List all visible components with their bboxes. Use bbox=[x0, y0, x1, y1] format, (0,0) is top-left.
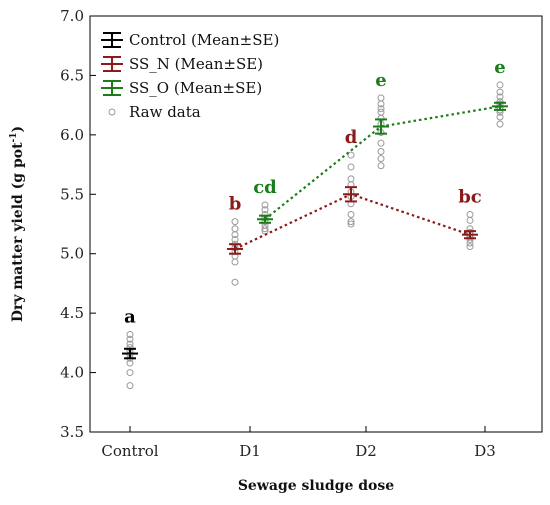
raw-data-point bbox=[377, 139, 385, 147]
raw-data-point bbox=[231, 235, 239, 243]
raw-data-point bbox=[126, 335, 134, 343]
legend: Control (Mean±SE) SS_N (Mean±SE) SS_O (Mea… bbox=[101, 31, 279, 121]
raw-data-point bbox=[261, 206, 269, 214]
raw-data-point bbox=[231, 218, 239, 226]
x-tick-label: D1 bbox=[239, 442, 261, 460]
raw-data-point bbox=[377, 94, 385, 102]
plot-frame bbox=[89, 15, 543, 433]
raw-data-point bbox=[496, 88, 504, 96]
raw-data-point bbox=[347, 218, 355, 226]
y-axis-title: Dry matter yield (g pot-1) bbox=[9, 126, 26, 322]
raw-data-point bbox=[496, 113, 504, 121]
y-tick-label: 5.0 bbox=[60, 245, 84, 263]
raw-data-point bbox=[261, 201, 269, 209]
raw-data-point bbox=[126, 340, 134, 348]
legend-label: Control (Mean±SE) bbox=[129, 31, 279, 49]
legend-label: SS_O (Mean±SE) bbox=[129, 79, 262, 97]
raw-data-point bbox=[377, 155, 385, 163]
x-tick-label: Control bbox=[101, 442, 158, 460]
legend-label: SS_N (Mean±SE) bbox=[129, 55, 263, 73]
y-tick-label: 4.0 bbox=[60, 364, 84, 382]
raw-data-point bbox=[126, 359, 134, 367]
y-tick-label: 6.0 bbox=[60, 126, 84, 144]
y-tick-label: 7.0 bbox=[60, 7, 84, 25]
x-tick-label: D3 bbox=[474, 442, 496, 460]
raw-data-point bbox=[231, 225, 239, 233]
significance-label: bc bbox=[458, 186, 482, 207]
raw-data-point bbox=[126, 331, 134, 339]
y-tick-label: 6.5 bbox=[60, 66, 84, 84]
raw-data-point bbox=[347, 175, 355, 183]
raw-data-point bbox=[347, 220, 355, 228]
y-tick-label: 4.5 bbox=[60, 304, 84, 322]
y-tick-label: 3.5 bbox=[60, 423, 84, 441]
x-tick-label: D2 bbox=[355, 442, 377, 460]
y-axis-title-sup: -1 bbox=[9, 132, 19, 142]
raw-data-point bbox=[126, 382, 134, 390]
raw-data-point bbox=[466, 243, 474, 251]
y-axis-title-main: Dry matter yield (g pot bbox=[10, 142, 26, 322]
legend-label: Raw data bbox=[129, 103, 201, 121]
raw-data-point bbox=[231, 258, 239, 266]
raw-data-point bbox=[126, 369, 134, 377]
raw-data-point bbox=[231, 278, 239, 286]
x-axis-title: Sewage sludge dose bbox=[238, 478, 394, 494]
significance-label: b bbox=[229, 194, 242, 215]
significance-labels-layer: a b d bc cd e e bbox=[124, 57, 506, 328]
significance-label: a bbox=[124, 307, 136, 328]
raw-data-point bbox=[377, 105, 385, 113]
means-layer bbox=[122, 101, 508, 360]
raw-data-point bbox=[466, 216, 474, 224]
raw-data-point bbox=[496, 120, 504, 128]
raw-data-point bbox=[347, 210, 355, 218]
raw-data-point bbox=[377, 162, 385, 170]
raw-data-point bbox=[347, 163, 355, 171]
significance-label: d bbox=[345, 127, 358, 148]
raw-data-layer bbox=[126, 81, 504, 390]
significance-label: e bbox=[494, 57, 505, 78]
raw-data-point bbox=[261, 225, 269, 233]
raw-data-point bbox=[377, 108, 385, 116]
legend-raw-icon bbox=[108, 108, 116, 116]
raw-data-point bbox=[496, 81, 504, 89]
significance-label: cd bbox=[253, 177, 277, 198]
raw-data-point bbox=[466, 210, 474, 218]
axes: 3.5 4.0 4.5 5.0 5.5 6.0 6.5 7.0 Control D1 D2 D3 bbox=[60, 7, 543, 460]
y-axis-title-close: ) bbox=[10, 126, 26, 133]
y-tick-label: 5.5 bbox=[60, 185, 84, 203]
significance-label: e bbox=[375, 70, 386, 91]
raw-data-point bbox=[347, 151, 355, 159]
raw-data-point bbox=[377, 147, 385, 155]
raw-data-point bbox=[496, 93, 504, 101]
